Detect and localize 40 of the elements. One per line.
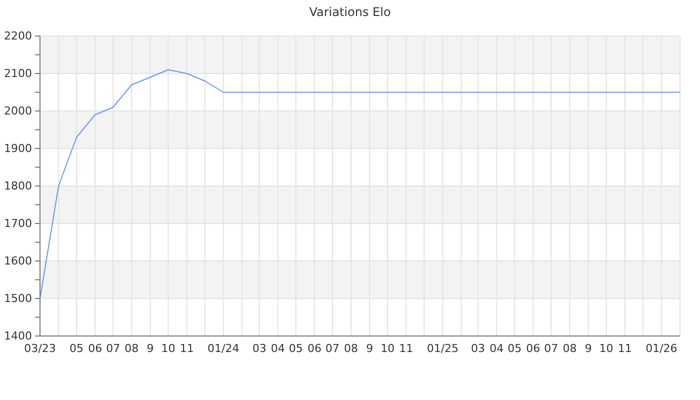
x-tick-label: 10 bbox=[380, 342, 395, 355]
y-tick-label: 1600 bbox=[4, 254, 32, 268]
x-tick-label: 10 bbox=[599, 342, 614, 355]
x-tick-label: 04 bbox=[490, 342, 504, 355]
x-tick-label: 10 bbox=[161, 342, 176, 355]
x-tick-label: 08 bbox=[562, 342, 577, 355]
x-tick-label: 11 bbox=[399, 342, 414, 355]
x-tick-label: 07 bbox=[325, 342, 340, 355]
x-tick-label: 11 bbox=[180, 342, 194, 355]
x-tick-label: 11 bbox=[618, 342, 632, 355]
x-tick-label: 08 bbox=[344, 342, 358, 355]
x-tick-label: 03/23 bbox=[24, 342, 56, 355]
y-tick-label: 2100 bbox=[4, 67, 32, 80]
line-series bbox=[40, 69, 680, 299]
x-tick-label: 04 bbox=[270, 342, 285, 355]
x-tick-label: 06 bbox=[307, 342, 322, 355]
x-tick-label: 07 bbox=[106, 342, 120, 355]
x-tick-label: 06 bbox=[88, 342, 102, 355]
x-tick-label: 9 bbox=[584, 342, 592, 355]
x-tick-label: 03 bbox=[252, 342, 266, 355]
x-tick-label: 07 bbox=[544, 342, 558, 355]
y-tick-label: 1400 bbox=[4, 330, 32, 343]
x-tick-label: 08 bbox=[124, 342, 139, 355]
x-tick-label: 9 bbox=[146, 342, 154, 355]
y-tick-label: 1900 bbox=[4, 142, 32, 156]
x-tick-label: 9 bbox=[366, 342, 374, 355]
x-tick-label: 05 bbox=[70, 342, 84, 355]
x-tick-label: 01/24 bbox=[208, 342, 240, 355]
chart-title: Variations Elo bbox=[309, 5, 391, 19]
x-tick-label: 01/26 bbox=[646, 342, 678, 355]
x-tick-label: 05 bbox=[508, 342, 522, 355]
x-tick-label: 06 bbox=[526, 342, 540, 355]
x-tick-label: 05 bbox=[288, 342, 303, 355]
y-tick-label: 1800 bbox=[4, 180, 32, 193]
y-tick-label: 1500 bbox=[4, 292, 32, 306]
x-tick-label: 01/25 bbox=[426, 342, 459, 355]
y-tick-label: 2200 bbox=[4, 30, 32, 43]
y-tick-label: 1700 bbox=[4, 217, 32, 230]
x-tick-label: 03 bbox=[471, 342, 486, 355]
y-tick-label: 2000 bbox=[4, 104, 32, 118]
